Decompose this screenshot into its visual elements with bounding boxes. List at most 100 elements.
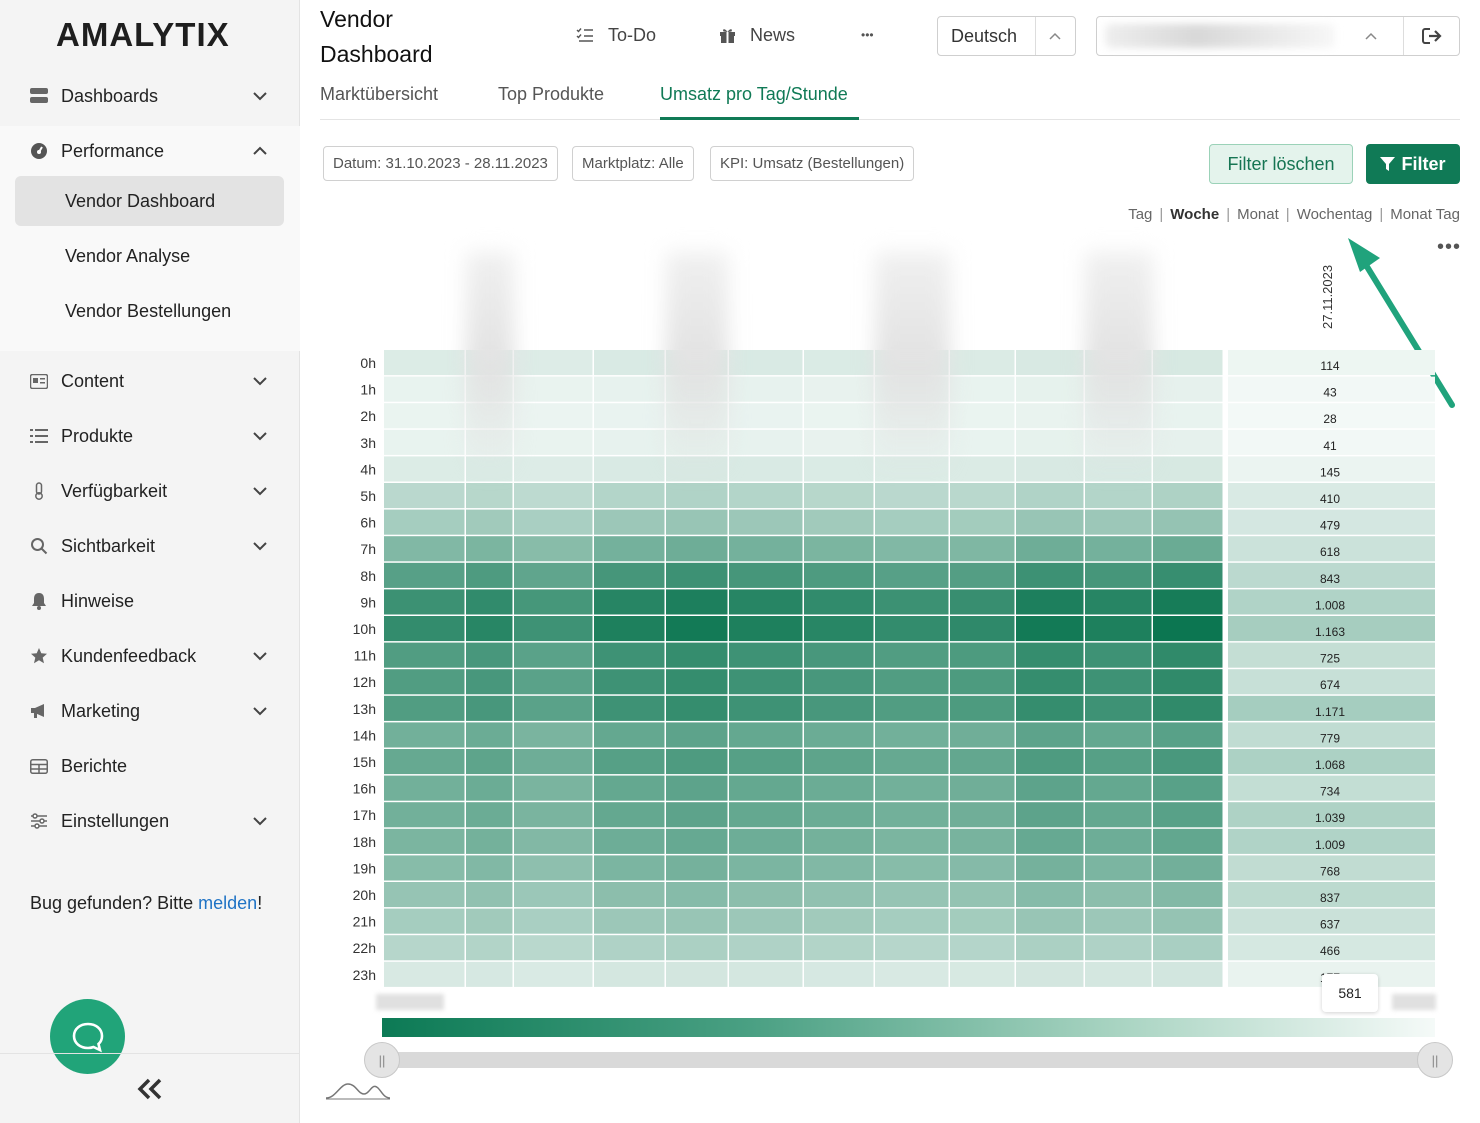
heatmap-cell-visible [1228,483,1435,509]
kpi-filter-chip[interactable]: KPI: Umsatz (Bestellungen) [710,146,915,181]
sidebar-item-einstellungen[interactable]: Einstellungen [0,801,300,841]
heatmap-cell [594,855,665,881]
todo-button[interactable]: To-Do [576,22,656,48]
heatmap-cell [1153,403,1223,429]
cell-value-label: 725 [1320,652,1340,666]
granularity-option-wochentag[interactable]: Wochentag [1296,206,1373,223]
heatmap-cell [514,376,593,402]
report-bug-link[interactable]: melden [198,893,258,913]
megaphone-icon [29,701,49,721]
sidebar-item-berichte[interactable]: Berichte [0,746,300,786]
sidebar-item-hinweise[interactable]: Hinweise [0,581,300,621]
clear-filter-button[interactable]: Filter löschen [1209,144,1353,184]
date-filter-chip[interactable]: Datum: 31.10.2023 - 28.11.2023 [323,146,558,181]
cell-value-label: 1.039 [1315,811,1345,825]
heatmap-cell [729,802,803,828]
heatmap-cell [1016,828,1084,854]
heatmap-cell [1153,376,1223,402]
range-slider-track[interactable] [382,1052,1435,1068]
app-logo: AMALYTIX [56,16,230,53]
filter-label: Filter [1401,153,1446,174]
chevron-down-icon [253,92,267,101]
cell-value-label: 674 [1320,678,1340,692]
heatmap-cell [384,536,465,562]
row-label: 4h [360,461,376,477]
heatmap-cell [950,722,1015,748]
logout-button[interactable] [1404,28,1459,44]
heatmap-cell [594,722,665,748]
news-button[interactable]: News [719,22,795,48]
collapse-sidebar-button[interactable] [0,1053,300,1123]
heatmap-cell [950,536,1015,562]
heatmap-cell [384,669,465,695]
row-label: 22h [353,940,376,956]
heatmap-cell [514,908,593,934]
row-label: 6h [360,515,376,531]
page-title: Vendor Dashboard [320,2,433,72]
heatmap-cell [729,775,803,801]
heatmap-cell [1153,695,1223,721]
chart-options-button[interactable]: ••• [1437,236,1462,258]
granularity-option-tag[interactable]: Tag [1128,206,1153,223]
separator: | [1159,206,1164,223]
heatmap-cell [1153,509,1223,535]
sidebar-subitem-vendor-analyse[interactable]: Vendor Analyse [65,245,191,266]
sidebar-item-marketing[interactable]: Marketing [0,691,300,731]
heatmap-cell [594,456,665,482]
chat-button[interactable] [50,999,125,1074]
heatmap-cell [594,802,665,828]
sidebar-subitem-vendor-bestellungen[interactable]: Vendor Bestellungen [65,300,232,321]
sidebar-item-dashboards[interactable]: Dashboards [0,76,300,116]
range-slider-min-handle[interactable]: || [364,1042,400,1078]
range-slider-max-handle[interactable]: || [1417,1042,1453,1078]
chevron-down-icon [253,377,267,386]
granularity-option-monat[interactable]: Monat [1237,206,1279,223]
checklist-icon [576,28,593,42]
more-menu-button[interactable]: ••• [861,28,874,42]
heatmap-cell [729,749,803,775]
heatmap-cell [1016,802,1084,828]
heatmap-cell [384,882,465,908]
marketplace-filter-chip[interactable]: Marktplatz: Alle [572,146,694,181]
sidebar-item-sichtbarkeit[interactable]: Sichtbarkeit [0,526,300,566]
row-label: 3h [360,435,376,451]
heatmap-cell [950,403,1015,429]
row-label: 16h [353,781,376,797]
column-date-text: 27.11.2023 [1320,264,1335,329]
redacted-scale-label [376,994,444,1010]
heatmap-cell [1153,828,1223,854]
account-select[interactable] [1096,16,1460,56]
sidebar-item-content[interactable]: Content [0,361,300,401]
language-select[interactable]: Deutsch [937,16,1076,56]
row-label: 17h [353,807,376,823]
heatmap-cell [729,456,803,482]
heatmap-cell-visible [1228,695,1435,721]
heatmap-cell [804,695,874,721]
tab-marktuebersicht[interactable]: Marktübersicht [320,84,439,104]
granularity-option-woche[interactable]: Woche [1170,206,1220,223]
sidebar-item-performance[interactable]: Performance [0,131,300,171]
granularity-option-monat-tag[interactable]: Monat Tag [1390,206,1460,223]
sidebar-item-kundenfeedback[interactable]: Kundenfeedback [0,636,300,676]
heatmap-cell [594,828,665,854]
sidebar-subitem-vendor-dashboard[interactable]: Vendor Dashboard [15,176,284,226]
heatmap-cell [1153,961,1223,987]
cell-value-label: 637 [1320,918,1340,932]
heatmap-cell [384,429,465,455]
heatmap-cell [384,749,465,775]
filter-button[interactable]: Filter [1366,144,1460,184]
heatmap-cell [804,562,874,588]
sidebar-item-produkte[interactable]: Produkte [0,416,300,456]
table-icon [29,756,49,776]
sidebar-item-verfuegbarkeit[interactable]: Verfügbarkeit [0,471,300,511]
page-title-line2: Dashboard [320,41,433,67]
heatmap-cell [594,350,665,376]
dashboards-icon [29,86,49,106]
tab-top-produkte[interactable]: Top Produkte [498,84,605,104]
distribution-icon [326,1083,390,1100]
heatmap-cell [950,456,1015,482]
tab-umsatz-pro-tag-stunde[interactable]: Umsatz pro Tag/Stunde [660,84,848,104]
heatmap-cell [729,376,803,402]
heatmap-cell-visible [1228,802,1435,828]
heatmap-cell [950,802,1015,828]
